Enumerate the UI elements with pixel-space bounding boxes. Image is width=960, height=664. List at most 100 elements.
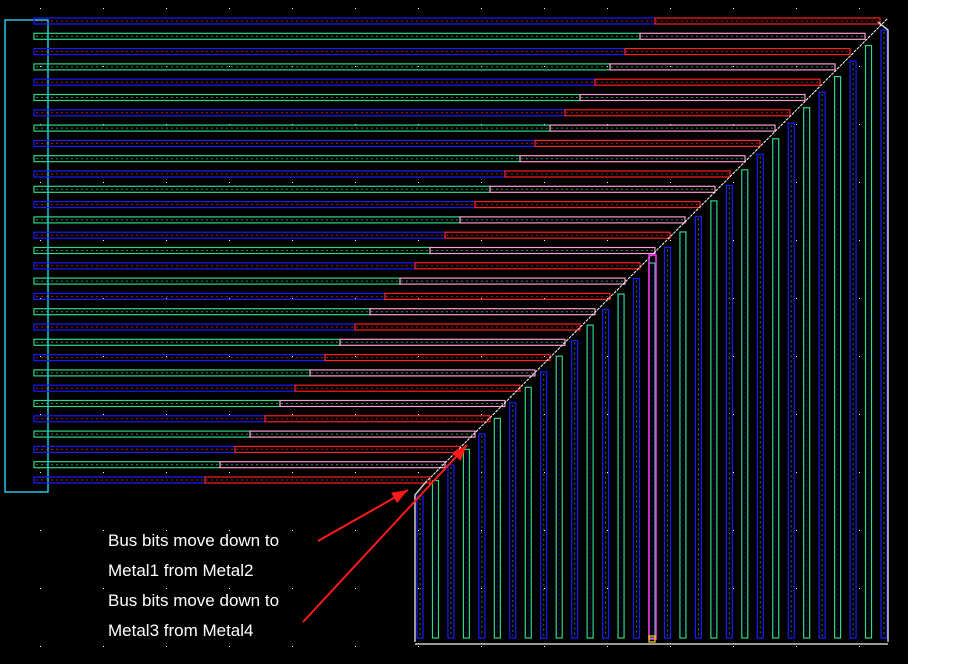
grid-dot xyxy=(607,356,608,357)
vertical-wire xyxy=(787,122,795,639)
grid-dot xyxy=(544,8,545,9)
grid-dot xyxy=(292,356,293,357)
grid-dot xyxy=(544,472,545,473)
grid-dot xyxy=(859,588,860,589)
grid-dot xyxy=(40,356,41,357)
horizontal-wire-upper-layer xyxy=(204,476,431,484)
grid-dot xyxy=(355,8,356,9)
grid-dot xyxy=(229,298,230,299)
grid-dot xyxy=(859,356,860,357)
horizontal-bus xyxy=(33,17,881,484)
grid-dot xyxy=(481,646,482,647)
grid-dot xyxy=(103,588,104,589)
grid-dot xyxy=(103,472,104,473)
grid-dot xyxy=(796,356,797,357)
vertical-wire xyxy=(524,386,532,639)
grid-dot xyxy=(607,472,608,473)
grid-dot xyxy=(607,414,608,415)
vertical-wire xyxy=(725,184,733,639)
grid-dot xyxy=(40,240,41,241)
grid-dot xyxy=(859,182,860,183)
grid-dot xyxy=(229,182,230,183)
grid-dot xyxy=(418,240,419,241)
vertical-wire xyxy=(509,402,517,639)
grid-dot xyxy=(481,124,482,125)
grid-dot xyxy=(859,124,860,125)
grid-dot xyxy=(418,414,419,415)
horizontal-wire-upper-layer xyxy=(399,277,626,285)
horizontal-wire-upper-layer xyxy=(474,201,701,209)
vertical-wire xyxy=(864,44,873,639)
callout-arrow-1-shaft xyxy=(317,489,409,542)
grid-dot xyxy=(859,530,860,531)
vertical-wire xyxy=(803,107,811,639)
grid-dot xyxy=(670,8,671,9)
vertical-wire xyxy=(601,309,610,639)
grid-dot xyxy=(544,530,545,531)
vertical-wire xyxy=(540,371,548,639)
grid-dot xyxy=(733,8,734,9)
grid-dot xyxy=(40,530,41,531)
horizontal-wire-upper-layer xyxy=(264,415,491,423)
grid-dot xyxy=(859,66,860,67)
grid-dot xyxy=(355,356,356,357)
grid-dot xyxy=(229,530,230,531)
grid-dot xyxy=(355,298,356,299)
grid-dot xyxy=(796,298,797,299)
grid-dot xyxy=(103,530,104,531)
grid-dot xyxy=(103,8,104,9)
callout-arrow-2-head xyxy=(451,445,467,461)
grid-dot xyxy=(355,646,356,647)
horizontal-wire-upper-layer xyxy=(489,185,716,193)
horizontal-wire-upper-layer xyxy=(279,399,506,408)
grid-dot xyxy=(355,530,356,531)
grid-dot xyxy=(859,472,860,473)
grid-dot xyxy=(481,240,482,241)
callout-arrows xyxy=(302,444,468,623)
grid-dot xyxy=(733,530,734,531)
grid-dot xyxy=(481,588,482,589)
grid-dot xyxy=(40,298,41,299)
grid-dot xyxy=(544,646,545,647)
grid-dot xyxy=(670,66,671,67)
grid-dot xyxy=(544,356,545,357)
grid-dot xyxy=(418,588,419,589)
annotation-1-line-1: Bus bits move down to xyxy=(108,531,280,550)
grid-dot xyxy=(796,182,797,183)
vertical-wire xyxy=(849,60,857,639)
grid-dot xyxy=(481,182,482,183)
grid-dot xyxy=(40,66,41,67)
grid-dot xyxy=(166,530,167,531)
grid-dot xyxy=(418,298,419,299)
grid-dot xyxy=(418,356,419,357)
grid-dot xyxy=(355,66,356,67)
grid-dot xyxy=(229,356,230,357)
grid-dot xyxy=(859,414,860,415)
horizontal-wire-upper-layer xyxy=(654,17,881,25)
grid-dot xyxy=(292,414,293,415)
grid-dot xyxy=(733,240,734,241)
grid-dot xyxy=(355,240,356,241)
horizontal-wire-upper-layer xyxy=(219,461,446,469)
grid-dot xyxy=(166,298,167,299)
grid-dot xyxy=(733,356,734,357)
highlighted-wire xyxy=(648,254,657,640)
grid-dot xyxy=(544,182,545,183)
horizontal-wire-upper-layer xyxy=(579,93,806,102)
grid-dot xyxy=(40,8,41,9)
vertical-wire xyxy=(772,138,780,639)
grid-dot xyxy=(166,646,167,647)
vertical-wire xyxy=(818,91,826,639)
grid-dot xyxy=(103,240,104,241)
vertical-wire xyxy=(663,246,672,639)
grid-dot xyxy=(103,414,104,415)
grid-dot xyxy=(733,182,734,183)
grid-dot xyxy=(292,298,293,299)
grid-dot xyxy=(733,646,734,647)
grid-dot xyxy=(166,8,167,9)
grid-dot xyxy=(166,124,167,125)
grid-dot xyxy=(103,124,104,125)
grid-dot xyxy=(607,646,608,647)
horizontal-wire-upper-layer xyxy=(639,32,866,40)
grid-dot xyxy=(670,182,671,183)
